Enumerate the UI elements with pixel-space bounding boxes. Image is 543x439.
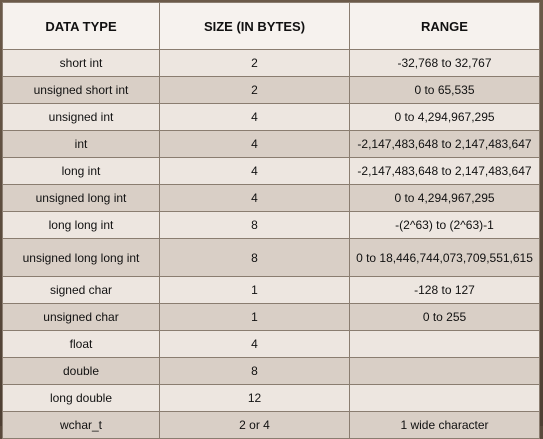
- header-data-type: DATA TYPE: [2, 2, 160, 50]
- cell-type: signed char: [2, 276, 160, 304]
- table-row: unsigned long int 4 0 to 4,294,967,295: [2, 184, 540, 212]
- cell-type: unsigned long long int: [2, 238, 160, 277]
- cell-size: 12: [159, 384, 350, 412]
- cell-type: long long int: [2, 211, 160, 239]
- cell-type: unsigned char: [2, 303, 160, 331]
- header-range: RANGE: [349, 2, 540, 50]
- table-row: unsigned long long int 8 0 to 18,446,744…: [2, 238, 540, 277]
- cell-range: [349, 357, 540, 385]
- table-row: unsigned short int 2 0 to 65,535: [2, 76, 540, 104]
- table-row: unsigned int 4 0 to 4,294,967,295: [2, 103, 540, 131]
- cell-size: 1: [159, 276, 350, 304]
- cell-type: long double: [2, 384, 160, 412]
- table-row: long int 4 -2,147,483,648 to 2,147,483,6…: [2, 157, 540, 185]
- table-row: float 4: [2, 330, 540, 358]
- cell-size: 4: [159, 157, 350, 185]
- cell-size: 4: [159, 103, 350, 131]
- cell-range: -2,147,483,648 to 2,147,483,647: [349, 157, 540, 185]
- cell-range: -(2^63) to (2^63)-1: [349, 211, 540, 239]
- cell-range: 0 to 4,294,967,295: [349, 103, 540, 131]
- table-row: double 8: [2, 357, 540, 385]
- table-header: DATA TYPE SIZE (IN BYTES) RANGE: [2, 2, 540, 50]
- header-size: SIZE (IN BYTES): [159, 2, 350, 50]
- table-body: short int 2 -32,768 to 32,767 unsigned s…: [2, 49, 540, 439]
- cell-type: unsigned short int: [2, 76, 160, 104]
- cell-type: unsigned int: [2, 103, 160, 131]
- cell-size: 1: [159, 303, 350, 331]
- cell-size: 2 or 4: [159, 411, 350, 439]
- table-row: short int 2 -32,768 to 32,767: [2, 49, 540, 77]
- cell-type: unsigned long int: [2, 184, 160, 212]
- table-row: long double 12: [2, 384, 540, 412]
- cell-range: -2,147,483,648 to 2,147,483,647: [349, 130, 540, 158]
- table-row: wchar_t 2 or 4 1 wide character: [2, 411, 540, 439]
- table-row: signed char 1 -128 to 127: [2, 276, 540, 304]
- cell-size: 4: [159, 330, 350, 358]
- cell-range: [349, 330, 540, 358]
- cell-size: 8: [159, 238, 350, 277]
- cell-type: wchar_t: [2, 411, 160, 439]
- cell-range: 0 to 65,535: [349, 76, 540, 104]
- header-row: DATA TYPE SIZE (IN BYTES) RANGE: [2, 2, 540, 50]
- cell-size: 4: [159, 184, 350, 212]
- cell-type: double: [2, 357, 160, 385]
- cell-range: 0 to 255: [349, 303, 540, 331]
- table-row: int 4 -2,147,483,648 to 2,147,483,647: [2, 130, 540, 158]
- cell-size: 4: [159, 130, 350, 158]
- cell-type: int: [2, 130, 160, 158]
- cell-type: short int: [2, 49, 160, 77]
- cell-range: [349, 384, 540, 412]
- cell-range: -128 to 127: [349, 276, 540, 304]
- table-row: unsigned char 1 0 to 255: [2, 303, 540, 331]
- table-row: long long int 8 -(2^63) to (2^63)-1: [2, 211, 540, 239]
- cell-type: float: [2, 330, 160, 358]
- cell-size: 2: [159, 49, 350, 77]
- cell-range: 1 wide character: [349, 411, 540, 439]
- cell-size: 2: [159, 76, 350, 104]
- cell-size: 8: [159, 211, 350, 239]
- cell-range: 0 to 4,294,967,295: [349, 184, 540, 212]
- cell-type: long int: [2, 157, 160, 185]
- cell-range: -32,768 to 32,767: [349, 49, 540, 77]
- cell-size: 8: [159, 357, 350, 385]
- cell-range: 0 to 18,446,744,073,709,551,615: [349, 238, 540, 277]
